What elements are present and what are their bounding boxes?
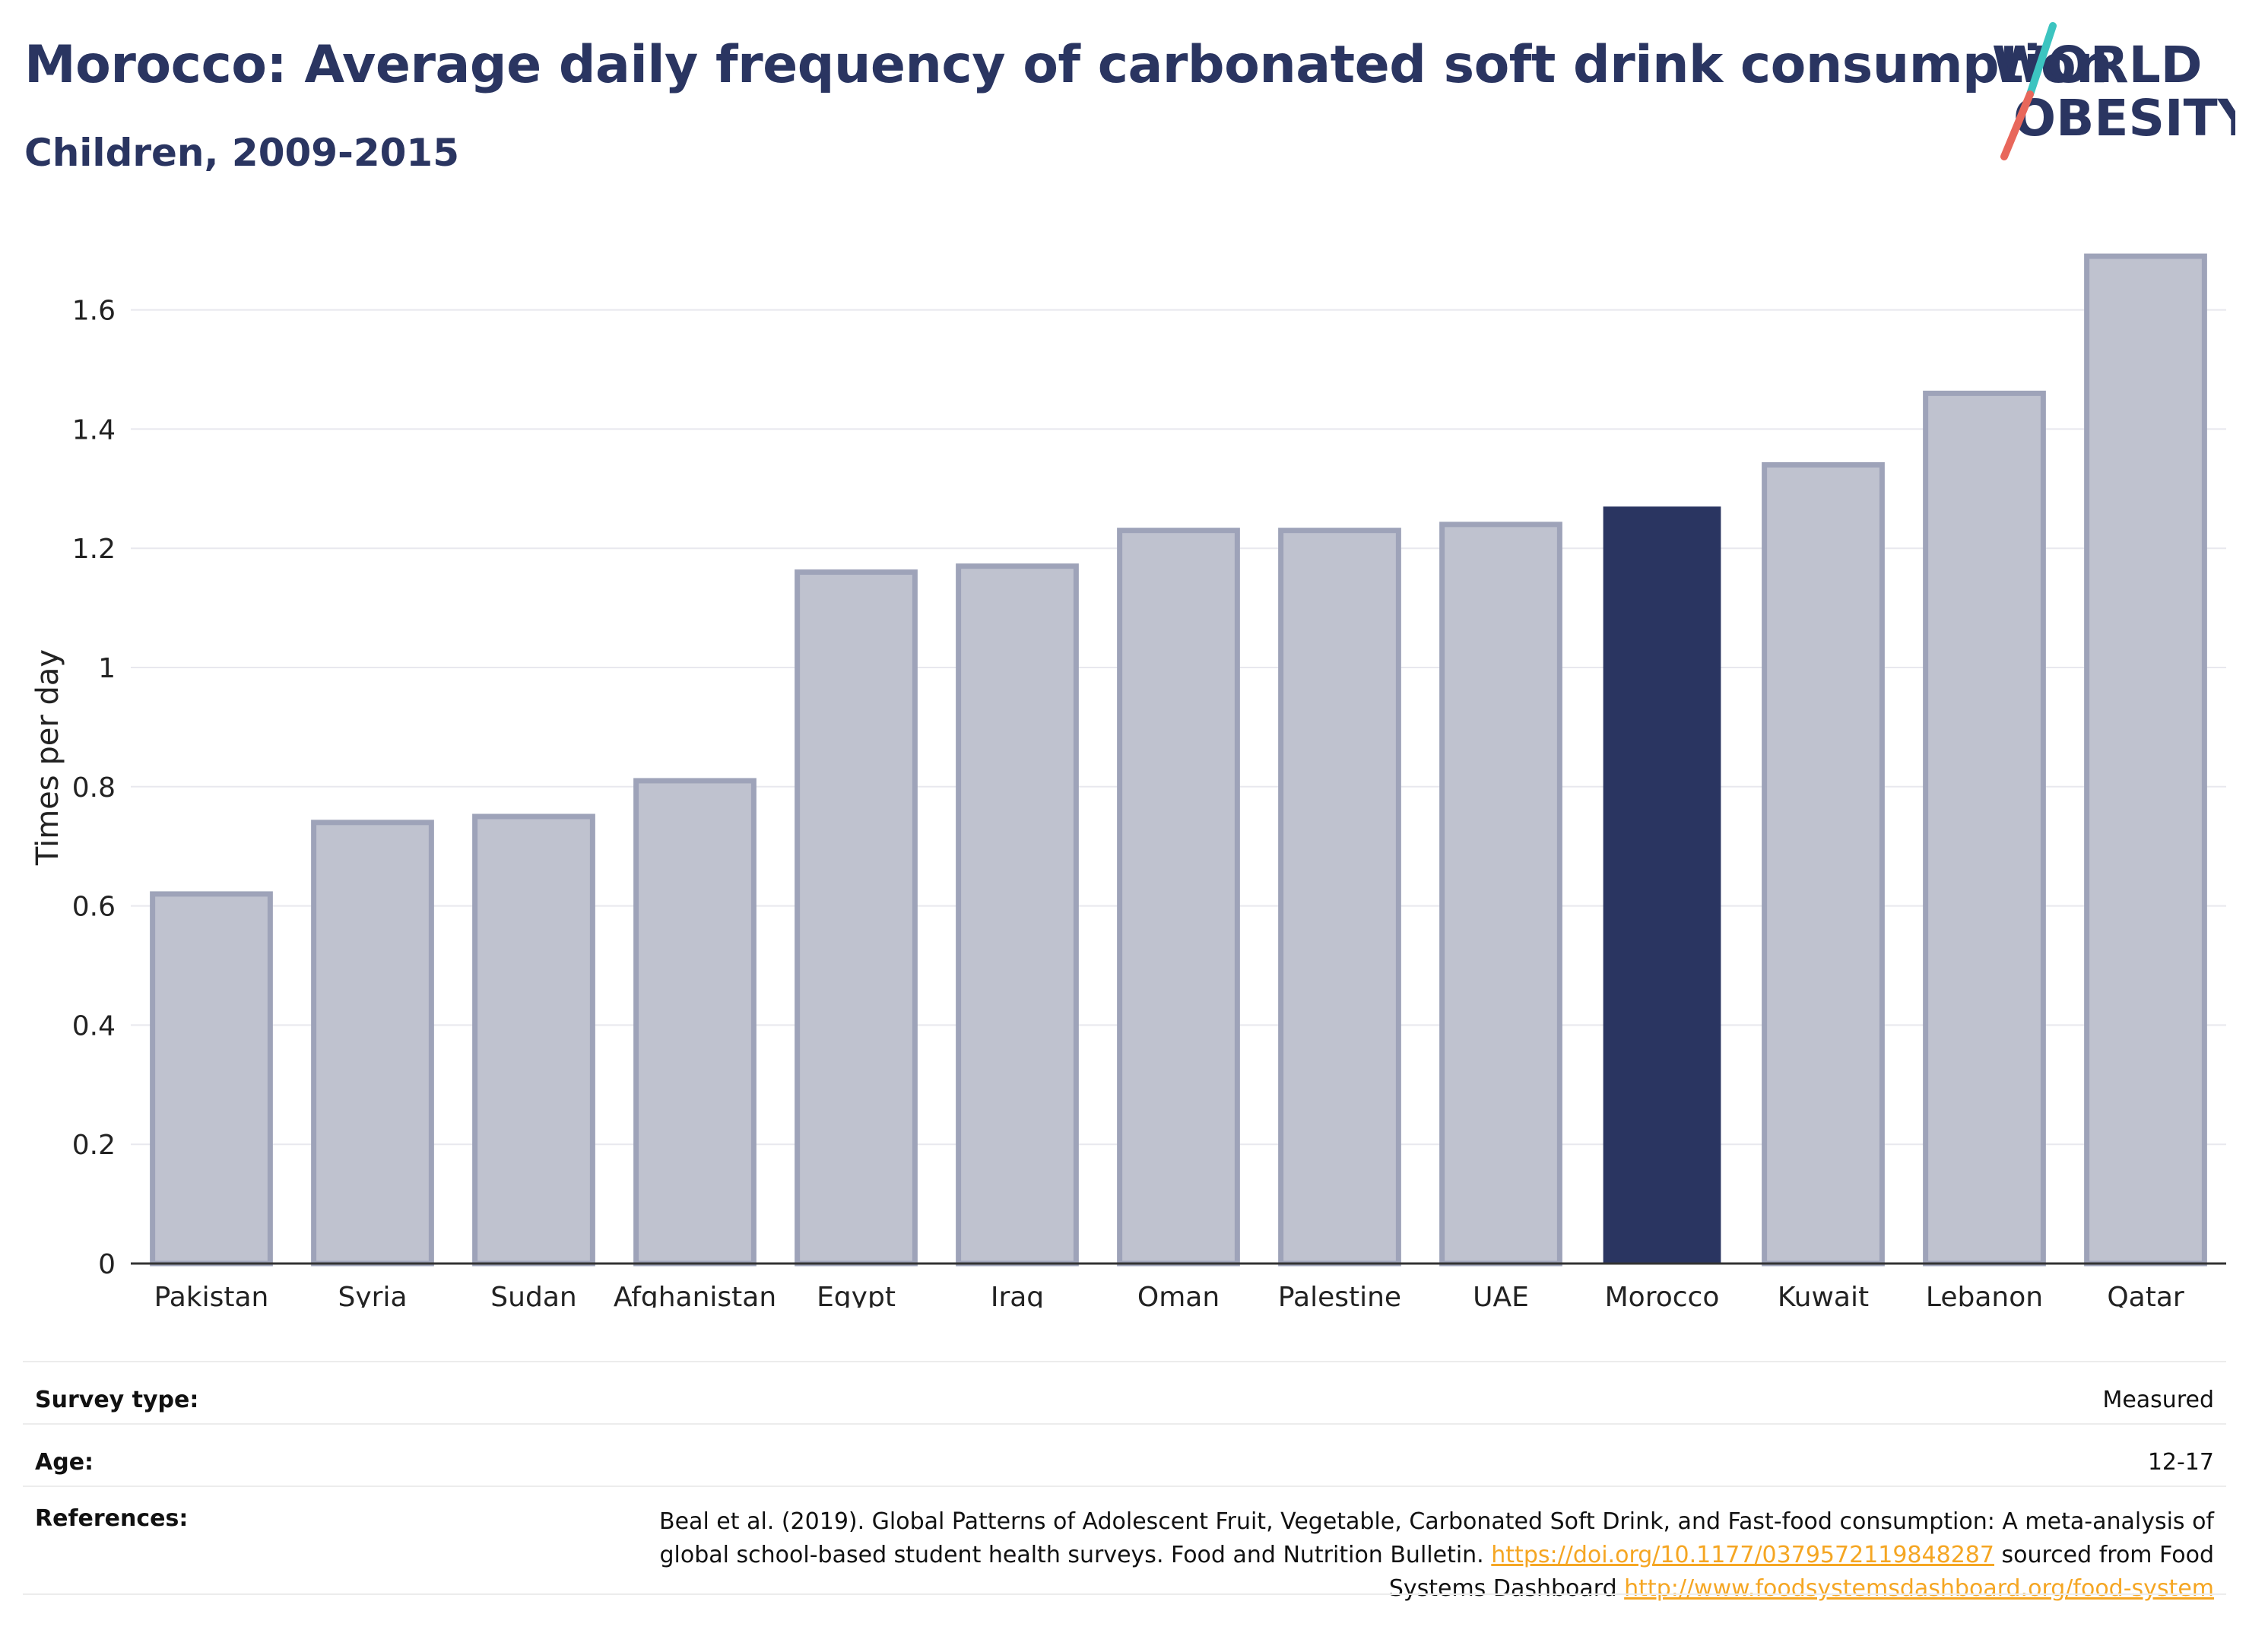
age-label: Age: bbox=[35, 1449, 94, 1476]
y-axis-title: Times per day bbox=[30, 649, 65, 866]
bar-afghanistan bbox=[633, 778, 757, 1267]
bar-sudan bbox=[472, 813, 595, 1267]
x-tick-label: Syria bbox=[338, 1282, 407, 1308]
logo-slash-bottom bbox=[2000, 90, 2034, 160]
bar-syria bbox=[311, 820, 434, 1267]
x-tick-label: Palestine bbox=[1278, 1282, 1401, 1308]
y-tick-label: 0 bbox=[98, 1249, 116, 1280]
x-tick-label: Morocco bbox=[1605, 1282, 1720, 1308]
bar-palestine bbox=[1278, 528, 1401, 1267]
age-value: 12-17 bbox=[2147, 1449, 2214, 1476]
bars bbox=[150, 253, 2207, 1267]
chart-subtitle: Children, 2009-2015 bbox=[24, 131, 459, 175]
divider bbox=[23, 1486, 2226, 1487]
bar-pakistan bbox=[150, 891, 273, 1267]
logo-slash-top bbox=[2026, 22, 2057, 98]
y-tick-label: 0.2 bbox=[72, 1130, 116, 1161]
y-tick-label: 0.4 bbox=[72, 1010, 116, 1042]
reference-source: sourced from Food Systems Dashboard bbox=[1388, 1542, 2214, 1602]
y-tick-label: 1.2 bbox=[72, 534, 116, 565]
references-label: References: bbox=[35, 1505, 189, 1532]
survey-type-label: Survey type: bbox=[35, 1387, 199, 1413]
y-tick-label: 1.6 bbox=[72, 296, 116, 327]
bar-oman bbox=[1117, 528, 1240, 1267]
y-tick-label: 0.8 bbox=[72, 772, 116, 804]
world-obesity-logo: WORLD OBESITY bbox=[1992, 22, 2235, 160]
x-tick-label: Iraq bbox=[991, 1282, 1044, 1308]
y-tick-label: 0.6 bbox=[72, 892, 116, 923]
bar-egypt bbox=[795, 569, 918, 1267]
x-tick-label: Afghanistan bbox=[614, 1282, 776, 1308]
bar-qatar bbox=[2084, 253, 2207, 1267]
reference-citation: Beal et al. (2019). Global Patterns of A… bbox=[659, 1508, 2214, 1568]
y-tick-label: 1 bbox=[98, 653, 116, 684]
divider bbox=[23, 1361, 2226, 1362]
divider bbox=[23, 1593, 2226, 1595]
doi-link[interactable]: https://doi.org/10.1177/0379572119848287 bbox=[1491, 1542, 1994, 1568]
bar-chart: 0 0.2 0.4 0.6 0.8 1 1.2 1.4 1.6 Pakistan Syria Sud… bbox=[30, 253, 2226, 1308]
survey-type-value: Measured bbox=[2102, 1387, 2214, 1413]
chart-title: Morocco: Average daily frequency of carb… bbox=[24, 35, 2113, 95]
x-tick-label: Pakistan bbox=[154, 1282, 269, 1308]
bar-uae bbox=[1439, 522, 1562, 1267]
references-text: Beal et al. (2019). Global Patterns of A… bbox=[595, 1505, 2214, 1606]
x-tick-label: Kuwait bbox=[1778, 1282, 1869, 1308]
bar-iraq bbox=[956, 563, 1079, 1267]
y-axis-ticks: 0 0.2 0.4 0.6 0.8 1 1.2 1.4 1.6 bbox=[72, 296, 116, 1280]
logo-line-1: WORLD bbox=[1992, 36, 2203, 94]
y-tick-label: 1.4 bbox=[72, 414, 116, 446]
x-tick-label: Qatar bbox=[2107, 1282, 2184, 1308]
x-tick-label: Egypt bbox=[817, 1282, 896, 1308]
logo-line-2: OBESITY bbox=[2013, 89, 2235, 147]
x-tick-label: Lebanon bbox=[1926, 1282, 2043, 1308]
divider bbox=[23, 1423, 2226, 1425]
food-systems-link[interactable]: http://www.foodsystemsdashboard.org/food… bbox=[1624, 1575, 2214, 1602]
x-axis-ticks: Pakistan Syria Sudan Afghanistan Egypt Iraq Om… bbox=[154, 1282, 2184, 1308]
bar-kuwait bbox=[1762, 461, 1885, 1267]
x-tick-label: Oman bbox=[1137, 1282, 1220, 1308]
bar-lebanon bbox=[1923, 390, 2046, 1267]
x-tick-label: Sudan bbox=[490, 1282, 576, 1308]
bar-morocco bbox=[1603, 506, 1721, 1264]
x-tick-label: UAE bbox=[1473, 1282, 1529, 1308]
